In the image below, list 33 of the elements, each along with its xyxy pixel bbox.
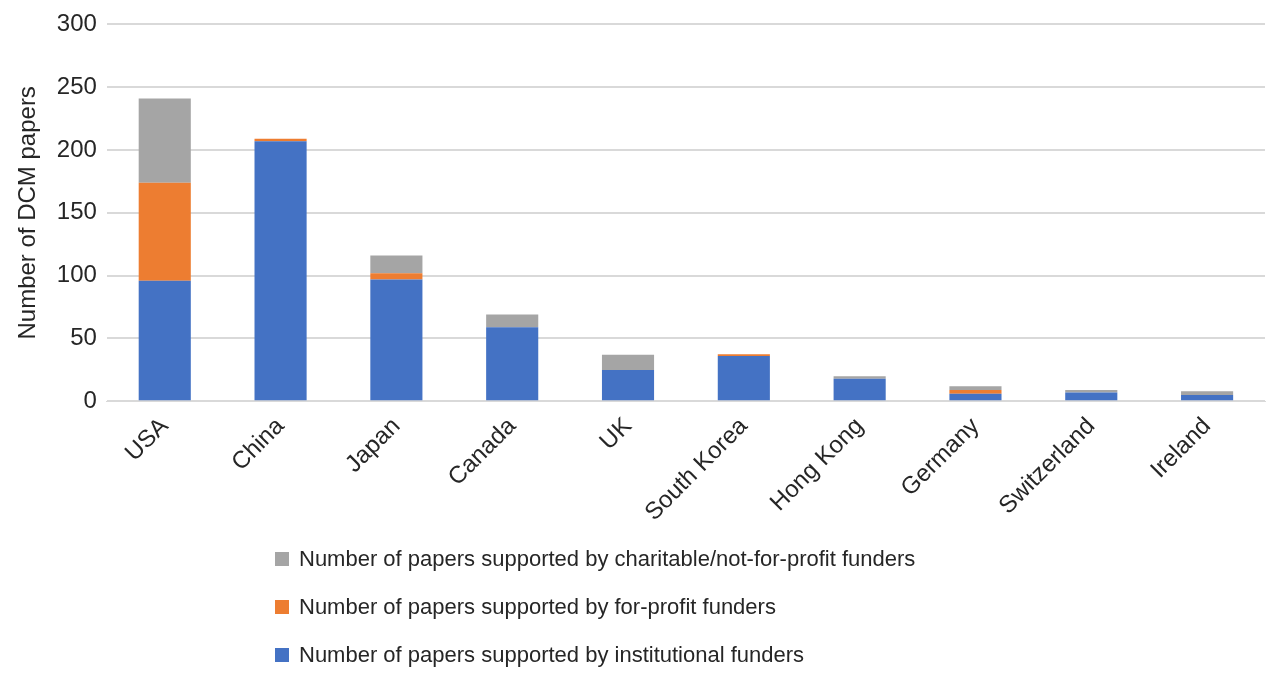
- y-tick-label: 150: [56, 197, 97, 225]
- bar: [949, 386, 1002, 390]
- bar: [370, 279, 423, 401]
- bar: [370, 273, 423, 280]
- bar: [949, 389, 1002, 394]
- y-axis-title: Number of DCM papers: [13, 86, 41, 340]
- bar: [1181, 391, 1234, 396]
- legend-label: Number of papers supported by charitable/not-for-profit funders: [299, 546, 916, 572]
- y-tick-label: 0: [83, 385, 97, 413]
- y-tick-label: 50: [70, 323, 97, 351]
- y-tick-label: 300: [56, 9, 97, 37]
- bar: [370, 255, 423, 274]
- y-tick-label: 200: [56, 134, 97, 162]
- bar: [486, 314, 539, 328]
- bar: [833, 376, 886, 379]
- legend-label: Number of papers supported by for-profit funders: [299, 594, 776, 620]
- bar: [601, 354, 655, 370]
- bar: [1181, 395, 1234, 401]
- bar: [1065, 392, 1118, 401]
- bar: [138, 98, 191, 183]
- bar: [138, 280, 191, 401]
- bar: [486, 327, 539, 401]
- bar: [138, 182, 191, 281]
- bar: [717, 356, 770, 401]
- bar: [601, 369, 655, 401]
- y-tick-label: 250: [56, 71, 97, 99]
- bar: [254, 141, 307, 401]
- bar: [833, 378, 886, 401]
- x-tick-label: UK: [593, 411, 637, 455]
- legend-label: Number of papers supported by institutional funders: [299, 642, 805, 668]
- bar: [949, 393, 1002, 401]
- y-tick-label: 100: [56, 260, 97, 288]
- x-tick-label: USA: [118, 411, 173, 466]
